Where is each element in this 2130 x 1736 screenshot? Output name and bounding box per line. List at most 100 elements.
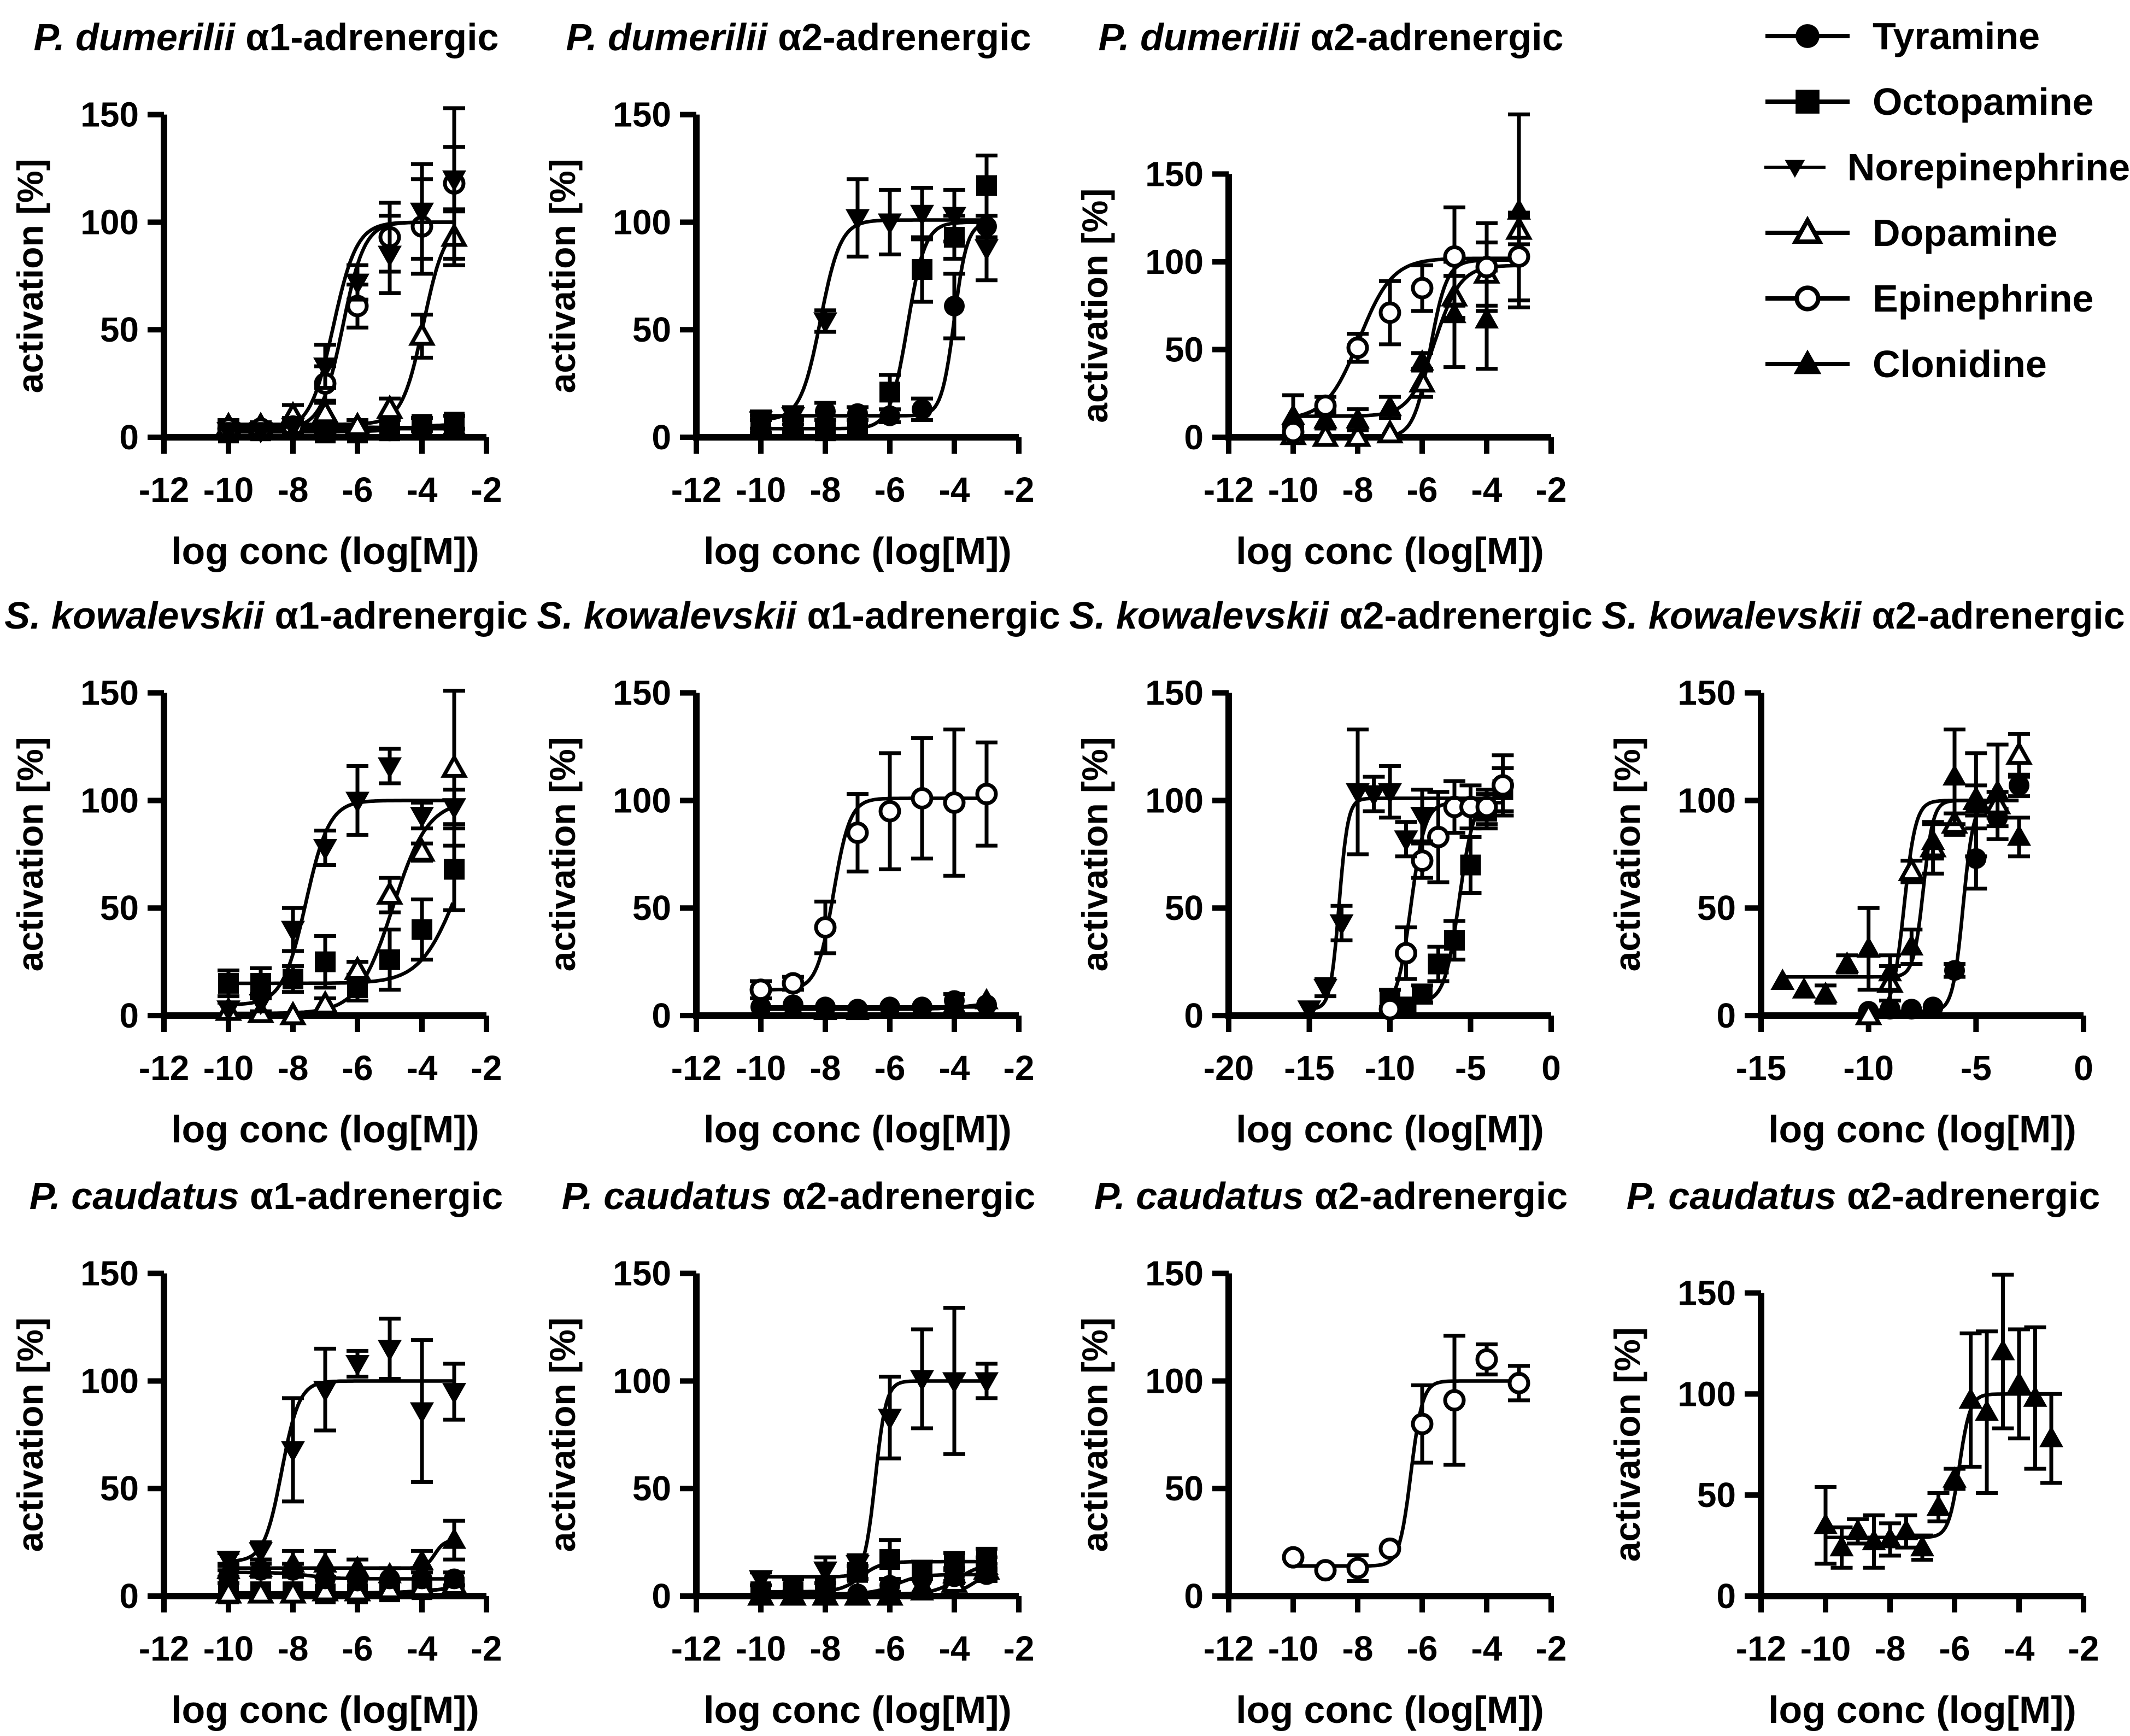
svg-text:100: 100 bbox=[613, 1361, 671, 1400]
svg-text:activation [%]: activation [%] bbox=[542, 737, 583, 971]
svg-text:-2: -2 bbox=[1004, 470, 1035, 509]
p-dumerilii-a1-chart: P. dumerilii α1-adrenergic -12 -10 -8 -6 -4 -2… bbox=[10, 16, 502, 572]
svg-text:0: 0 bbox=[1184, 1576, 1204, 1616]
svg-text:log conc (log[M]): log conc (log[M]) bbox=[1768, 1688, 2076, 1731]
svg-text:-6: -6 bbox=[875, 1048, 906, 1088]
legend-item-tyramine: Tyramine bbox=[1761, 14, 2130, 58]
svg-text:log conc (log[M]): log conc (log[M]) bbox=[171, 1108, 479, 1151]
panel-s-kowalevskii-a2-2: S. kowalevskii α2-adrenergic -15 -10 -5 0 0 50… bbox=[1597, 578, 2130, 1159]
s-kowalevskii-a2-chart-1: S. kowalevskii α2-adrenergic -20 -15 -10 -5 0… bbox=[1069, 594, 1592, 1151]
svg-text:0: 0 bbox=[652, 418, 671, 457]
legend-label-clonidine: Clonidine bbox=[1873, 343, 2047, 385]
svg-text:50: 50 bbox=[632, 310, 671, 349]
svg-text:-2: -2 bbox=[471, 1048, 502, 1088]
p-caudatus-a2-chart-2: P. caudatus α2-adrenergic -12 -10 -8 -6 -4 -2 0… bbox=[1075, 1175, 1568, 1731]
svg-text:0: 0 bbox=[1184, 418, 1204, 457]
svg-text:log conc (log[M]): log conc (log[M]) bbox=[1768, 1108, 2076, 1151]
svg-text:150: 150 bbox=[80, 95, 139, 134]
svg-text:-15: -15 bbox=[1284, 1048, 1335, 1088]
svg-text:log conc (log[M]): log conc (log[M]) bbox=[171, 530, 479, 572]
svg-text:100: 100 bbox=[80, 202, 139, 242]
svg-text:-12: -12 bbox=[139, 1048, 190, 1088]
svg-text:-10: -10 bbox=[1843, 1048, 1894, 1088]
svg-text:P. dumerilii α1-adrenergic: P. dumerilii α1-adrenergic bbox=[34, 16, 499, 58]
svg-text:100: 100 bbox=[80, 781, 139, 820]
panel-s-kowalevskii-a1-1: S. kowalevskii α1-adrenergic -12 -10 -8 -6 -4… bbox=[0, 578, 532, 1159]
svg-text:100: 100 bbox=[80, 1361, 139, 1400]
legend-label-dopamine: Dopamine bbox=[1873, 212, 2058, 254]
svg-text:-2: -2 bbox=[471, 1629, 502, 1668]
svg-text:0: 0 bbox=[1541, 1048, 1561, 1088]
svg-text:100: 100 bbox=[613, 781, 671, 820]
svg-text:-6: -6 bbox=[1407, 470, 1438, 509]
svg-text:activation [%]: activation [%] bbox=[542, 159, 583, 393]
svg-text:50: 50 bbox=[632, 1469, 671, 1508]
panel-s-kowalevskii-a2-1: S. kowalevskii α2-adrenergic -20 -15 -10 -5 0… bbox=[1065, 578, 1597, 1159]
svg-text:50: 50 bbox=[100, 888, 139, 928]
svg-text:activation [%]: activation [%] bbox=[10, 1317, 50, 1552]
svg-text:-8: -8 bbox=[810, 1629, 841, 1668]
svg-text:-2: -2 bbox=[1004, 1048, 1035, 1088]
svg-text:-12: -12 bbox=[671, 1048, 722, 1088]
svg-text:-4: -4 bbox=[407, 1629, 438, 1668]
svg-text:activation [%]: activation [%] bbox=[1607, 737, 1647, 971]
tyramine-marker-icon bbox=[1765, 24, 1850, 48]
svg-text:50: 50 bbox=[1165, 888, 1204, 928]
svg-text:-12: -12 bbox=[139, 1629, 190, 1668]
svg-text:-10: -10 bbox=[736, 1629, 787, 1668]
svg-text:150: 150 bbox=[1145, 154, 1204, 193]
svg-text:150: 150 bbox=[1677, 1273, 1736, 1312]
svg-text:-4: -4 bbox=[1471, 470, 1503, 509]
svg-text:-6: -6 bbox=[875, 1629, 906, 1668]
svg-text:-10: -10 bbox=[203, 1048, 254, 1088]
panel-p-dumerilii-a1: P. dumerilii α1-adrenergic -12 -10 -8 -6 -4 -2… bbox=[0, 0, 532, 578]
svg-text:activation [%]: activation [%] bbox=[1607, 1327, 1647, 1562]
svg-text:-4: -4 bbox=[939, 470, 970, 509]
clonidine-marker-icon bbox=[1765, 349, 1850, 374]
svg-text:100: 100 bbox=[613, 202, 671, 242]
svg-text:100: 100 bbox=[1677, 781, 1736, 820]
svg-text:activation [%]: activation [%] bbox=[542, 1317, 583, 1552]
norepinephrine-marker-icon bbox=[1764, 160, 1826, 178]
svg-text:-12: -12 bbox=[671, 1629, 722, 1668]
p-dumerilii-a2-chart-1: P. dumerilii α2-adrenergic -12 -10 -8 -6 -4 -2… bbox=[542, 16, 1035, 572]
svg-text:100: 100 bbox=[1145, 242, 1204, 281]
svg-text:-6: -6 bbox=[875, 470, 906, 509]
svg-text:0: 0 bbox=[119, 996, 139, 1035]
svg-text:S. kowalevskii α1-adrenergic: S. kowalevskii α1-adrenergic bbox=[537, 594, 1060, 637]
panel-p-caudatus-a2-1: P. caudatus α2-adrenergic -12 -10 -8 -6 -4 -2 0… bbox=[532, 1159, 1065, 1735]
svg-text:50: 50 bbox=[1697, 888, 1736, 928]
svg-text:-10: -10 bbox=[736, 470, 787, 509]
svg-text:-6: -6 bbox=[1939, 1629, 1970, 1668]
svg-text:0: 0 bbox=[2074, 1048, 2093, 1088]
svg-text:50: 50 bbox=[100, 310, 139, 349]
svg-text:-2: -2 bbox=[1004, 1629, 1035, 1668]
dopamine-marker-icon bbox=[1765, 216, 1850, 244]
svg-text:-4: -4 bbox=[939, 1629, 970, 1668]
epinephrine-marker-icon bbox=[1765, 285, 1850, 312]
svg-text:150: 150 bbox=[1145, 1254, 1204, 1293]
svg-text:-10: -10 bbox=[1268, 470, 1319, 509]
svg-text:-8: -8 bbox=[810, 1048, 841, 1088]
p-caudatus-a1-chart: P. caudatus α1-adrenergic -12 -10 -8 -6 -4 -2 0… bbox=[10, 1175, 503, 1731]
svg-text:150: 150 bbox=[613, 95, 671, 134]
svg-text:-12: -12 bbox=[1204, 470, 1254, 509]
svg-text:50: 50 bbox=[1165, 330, 1204, 369]
s-kowalevskii-a1-chart-1: S. kowalevskii α1-adrenergic -12 -10 -8 -6 -4… bbox=[4, 594, 527, 1151]
svg-text:activation [%]: activation [%] bbox=[10, 159, 50, 393]
svg-text:0: 0 bbox=[119, 418, 139, 457]
svg-text:-8: -8 bbox=[278, 1629, 309, 1668]
svg-text:-10: -10 bbox=[1268, 1629, 1319, 1668]
panel-p-caudatus-a2-3: P. caudatus α2-adrenergic -12 -10 -8 -6 -4 -2 0… bbox=[1597, 1159, 2130, 1735]
svg-text:-8: -8 bbox=[1342, 1629, 1374, 1668]
svg-text:0: 0 bbox=[1716, 996, 1736, 1035]
svg-text:log conc (log[M]): log conc (log[M]) bbox=[703, 530, 1012, 572]
p-dumerilii-a2-chart-2: P. dumerilii α2-adrenergic -12 -10 -8 -6 -4 -2… bbox=[1075, 16, 1566, 572]
svg-text:-8: -8 bbox=[1875, 1629, 1906, 1668]
legend-item-clonidine: Clonidine bbox=[1761, 342, 2130, 386]
svg-text:100: 100 bbox=[1145, 1361, 1204, 1400]
svg-text:-10: -10 bbox=[1800, 1629, 1851, 1668]
svg-text:-4: -4 bbox=[407, 470, 438, 509]
panel-s-kowalevskii-a1-2: S. kowalevskii α1-adrenergic -12 -10 -8 -6 -4… bbox=[532, 578, 1065, 1159]
svg-text:100: 100 bbox=[1145, 781, 1204, 820]
